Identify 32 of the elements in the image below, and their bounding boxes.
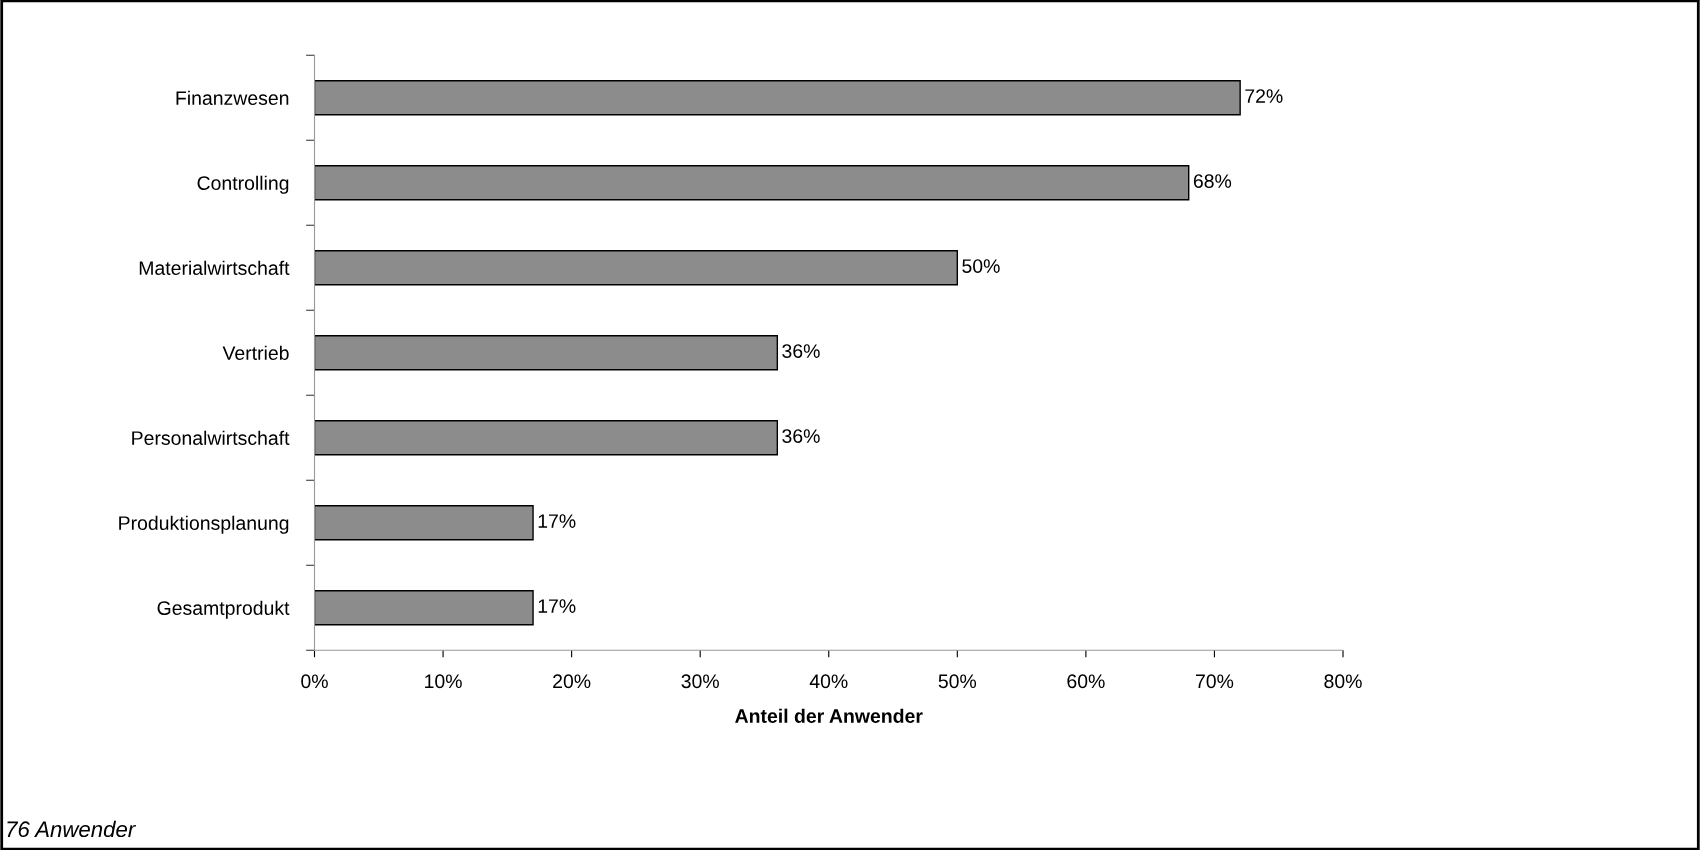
x-tick-label: 30% <box>681 674 719 689</box>
data-label: 50% <box>962 259 1000 273</box>
data-label: 68% <box>1193 174 1232 188</box>
data-label: 36% <box>782 344 820 358</box>
x-tick-label: 0% <box>301 674 328 689</box>
data-label: 17% <box>538 599 576 613</box>
x-axis-title: Anteil der Anwender <box>735 708 923 723</box>
x-tick-label: 20% <box>553 674 591 689</box>
bar <box>314 335 779 371</box>
y-tick-label: Materialwirtschaft <box>139 260 290 275</box>
bar <box>314 420 779 456</box>
bar <box>314 505 534 541</box>
bar <box>314 590 534 626</box>
bar <box>314 250 959 286</box>
x-tick-label: 40% <box>809 674 848 689</box>
bar <box>314 80 1241 116</box>
y-tick-label: Produktionsplanung <box>119 515 289 534</box>
x-tick-label: 80% <box>1324 674 1362 689</box>
data-label: 36% <box>782 429 820 443</box>
bar <box>314 165 1190 201</box>
data-label: 72% <box>1245 89 1283 103</box>
data-label: 17% <box>538 514 576 528</box>
y-tick-label: Finanzwesen <box>176 90 289 105</box>
x-tick-label: 60% <box>1067 674 1105 689</box>
text: 76 Anwender <box>7 820 136 838</box>
x-tick-label: 50% <box>938 674 977 689</box>
x-tick-label: 70% <box>1195 674 1234 689</box>
x-tick-label: 10% <box>425 674 462 689</box>
y-tick-label: Gesamtprodukt <box>157 600 290 619</box>
y-tick-label: Vertrieb <box>222 345 289 360</box>
y-tick-label: Controlling <box>197 175 289 194</box>
y-tick-label: Personalwirtschaft <box>132 430 290 445</box>
